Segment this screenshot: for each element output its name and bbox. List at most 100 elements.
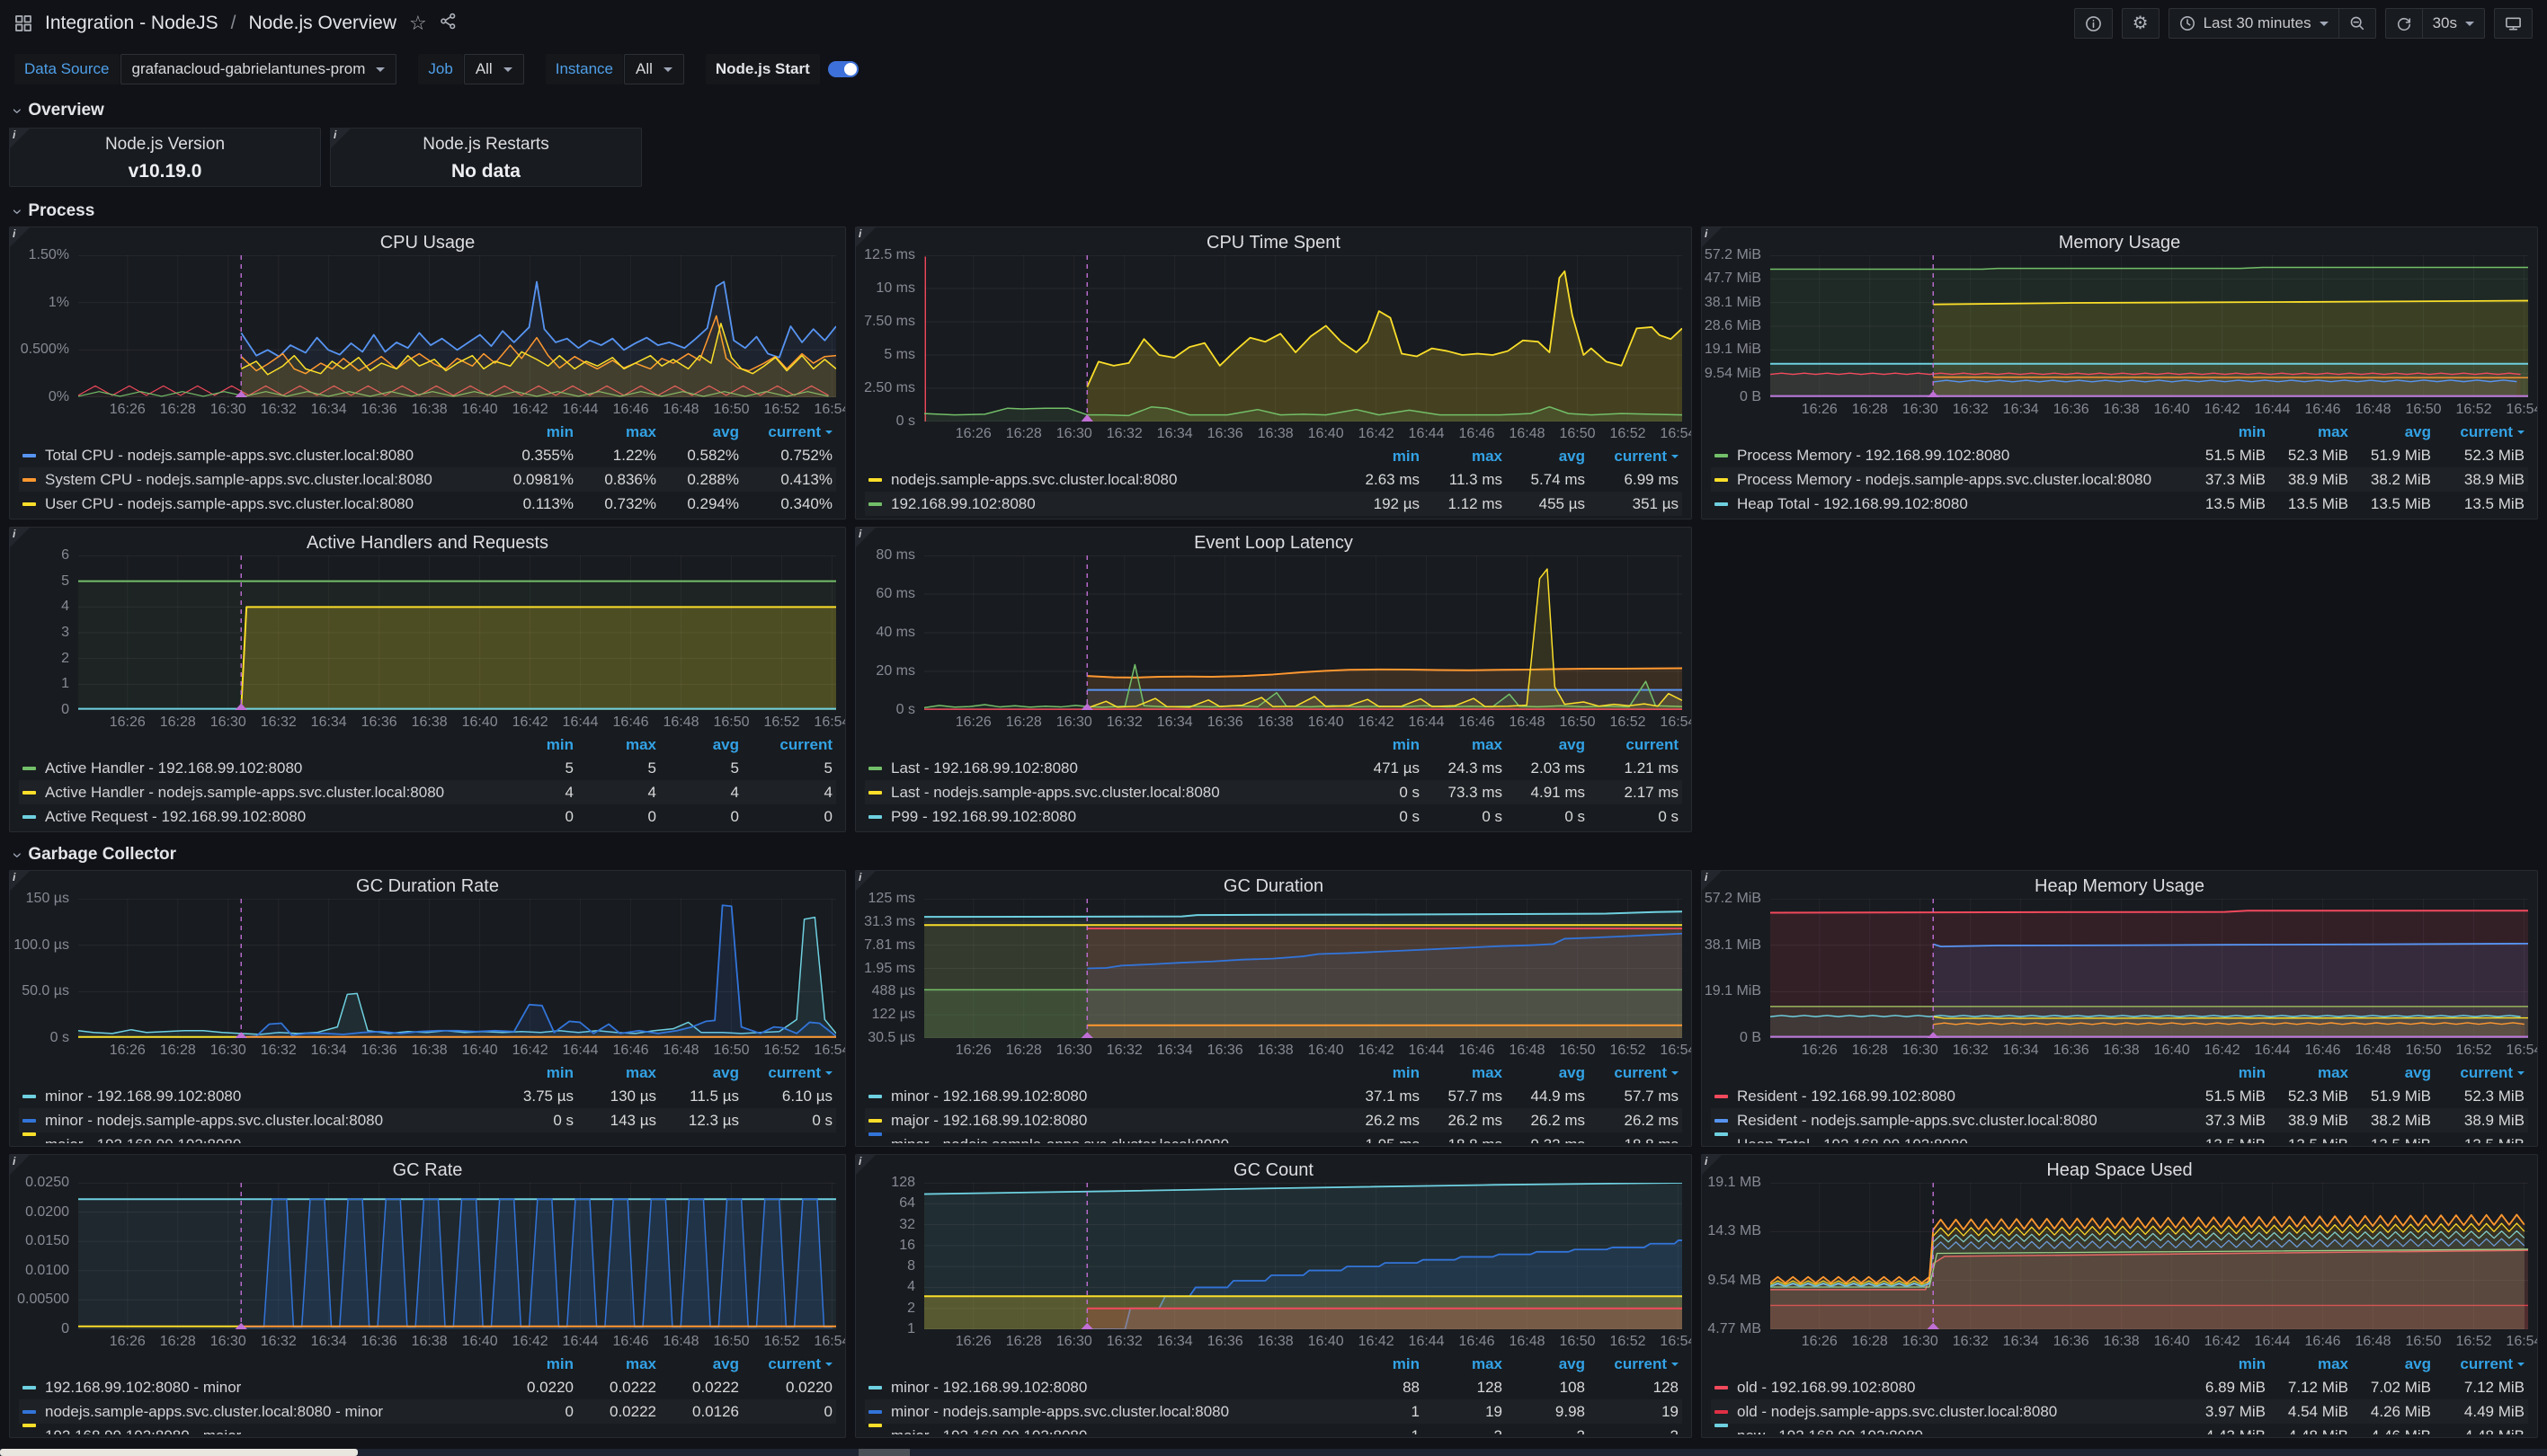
legend-sort-min[interactable]: min xyxy=(2183,1064,2266,1082)
legend-sort-avg[interactable]: avg xyxy=(1502,736,1585,754)
legend-swatch[interactable] xyxy=(868,767,882,770)
legend-sort-min[interactable]: min xyxy=(491,1064,574,1082)
legend-sort-max[interactable]: max xyxy=(1420,448,1502,466)
time-range-picker[interactable]: Last 30 minutes xyxy=(2169,8,2339,39)
legend-sort-min[interactable]: min xyxy=(491,423,574,441)
legend-sort-min[interactable]: min xyxy=(491,1355,574,1373)
legend-sort-current[interactable]: current xyxy=(1585,1064,1679,1082)
share-icon[interactable] xyxy=(440,13,457,35)
panel-title[interactable]: Heap Space Used xyxy=(1711,1159,2528,1183)
panel-info-icon[interactable]: i xyxy=(9,226,31,248)
scrollbar-thumb[interactable] xyxy=(0,1449,358,1456)
instance-select[interactable]: All xyxy=(624,54,684,84)
plot-area[interactable] xyxy=(924,1183,1682,1329)
legend-sort-avg[interactable]: avg xyxy=(1502,448,1585,466)
panel-info-icon[interactable]: i xyxy=(9,128,31,149)
legend-series-label[interactable]: minor - nodejs.sample-apps.svc.cluster.l… xyxy=(891,1403,1337,1421)
legend-sort-max[interactable]: max xyxy=(2266,423,2348,441)
legend-sort-current[interactable]: current xyxy=(1585,736,1679,754)
panel-title[interactable]: Node.js Version xyxy=(105,135,225,155)
legend-swatch[interactable] xyxy=(1714,1424,1728,1427)
legend-swatch[interactable] xyxy=(1714,502,1728,506)
legend-sort-max[interactable]: max xyxy=(574,1355,656,1373)
breadcrumb-folder[interactable]: Integration - NodeJS xyxy=(45,13,218,34)
legend-series-label[interactable]: Total CPU - nodejs.sample-apps.svc.clust… xyxy=(45,447,491,465)
legend-swatch[interactable] xyxy=(868,1095,882,1098)
panel-title[interactable]: CPU Time Spent xyxy=(865,231,1682,255)
apps-grid-icon[interactable] xyxy=(14,14,32,32)
legend-series-label[interactable]: 192.168.99.102:8080 - major xyxy=(45,1424,491,1434)
legend-swatch[interactable] xyxy=(868,1132,882,1136)
legend-series-label[interactable]: major - 192.168.99.102:8080 xyxy=(891,1112,1337,1130)
panel-info-icon[interactable]: i xyxy=(1701,1154,1723,1176)
panel-title[interactable]: CPU Usage xyxy=(19,231,836,255)
legend-sort-current[interactable]: current xyxy=(1585,448,1679,466)
legend-swatch[interactable] xyxy=(22,478,36,482)
legend-series-label[interactable]: nodejs.sample-apps.svc.cluster.local:808… xyxy=(891,471,1337,489)
plot-area[interactable] xyxy=(78,555,836,710)
legend-swatch[interactable] xyxy=(22,454,36,457)
legend-swatch[interactable] xyxy=(868,815,882,819)
legend-sort-max[interactable]: max xyxy=(2266,1355,2348,1373)
panel-info-icon[interactable]: i xyxy=(1701,870,1723,892)
legend-swatch[interactable] xyxy=(868,791,882,795)
panel-info-icon[interactable]: i xyxy=(855,226,877,248)
legend-series-label[interactable]: major - 192.168.99.102:8080 xyxy=(891,1424,1337,1434)
refresh-button[interactable] xyxy=(2385,8,2423,39)
legend-series-label[interactable]: Resident - nodejs.sample-apps.svc.cluste… xyxy=(1737,1112,2183,1130)
legend-sort-avg[interactable]: avg xyxy=(656,423,739,441)
legend-sort-min[interactable]: min xyxy=(1337,1355,1420,1373)
legend-swatch[interactable] xyxy=(868,1386,882,1389)
section-overview[interactable]: › Overview xyxy=(0,95,2547,126)
legend-sort-avg[interactable]: avg xyxy=(656,1355,739,1373)
legend-series-label[interactable]: major - 192.168.99.102:8080 xyxy=(45,1132,491,1143)
legend-sort-avg[interactable]: avg xyxy=(1502,1064,1585,1082)
legend-series-label[interactable]: Active Handler - nodejs.sample-apps.svc.… xyxy=(45,784,491,802)
legend-series-label[interactable]: old - nodejs.sample-apps.svc.cluster.loc… xyxy=(1737,1403,2183,1421)
legend-series-label[interactable]: Resident - 192.168.99.102:8080 xyxy=(1737,1088,2183,1105)
legend-swatch[interactable] xyxy=(1714,1119,1728,1123)
legend-sort-max[interactable]: max xyxy=(1420,1355,1502,1373)
legend-sort-min[interactable]: min xyxy=(2183,1355,2266,1373)
legend-sort-current[interactable]: current xyxy=(739,1064,833,1082)
legend-swatch[interactable] xyxy=(22,1095,36,1098)
legend-swatch[interactable] xyxy=(1714,1386,1728,1389)
legend-sort-min[interactable]: min xyxy=(1337,1064,1420,1082)
legend-series-label[interactable]: minor - nodejs.sample-apps.svc.cluster.l… xyxy=(45,1112,491,1130)
scrollbar-thumb-secondary[interactable] xyxy=(859,1449,910,1456)
legend-series-label[interactable]: User CPU - nodejs.sample-apps.svc.cluste… xyxy=(45,495,491,513)
plot-area[interactable] xyxy=(924,555,1682,710)
legend-swatch[interactable] xyxy=(22,815,36,819)
panel-title[interactable]: Node.js Restarts xyxy=(423,135,548,155)
legend-swatch[interactable] xyxy=(868,478,882,482)
legend-series-label[interactable]: Last - 192.168.99.102:8080 xyxy=(891,759,1337,777)
plot-area[interactable] xyxy=(1770,1183,2528,1329)
legend-swatch[interactable] xyxy=(22,791,36,795)
nodejs-start-toggle[interactable] xyxy=(828,61,859,77)
legend-series-label[interactable]: P99 - 192.168.99.102:8080 xyxy=(891,808,1337,826)
panel-info-icon[interactable]: i xyxy=(9,527,31,548)
plot-area[interactable] xyxy=(78,255,836,397)
legend-swatch[interactable] xyxy=(868,1119,882,1123)
legend-sort-current[interactable]: current xyxy=(739,736,833,754)
legend-sort-current[interactable]: current xyxy=(2431,423,2525,441)
legend-series-label[interactable]: old - 192.168.99.102:8080 xyxy=(1737,1379,2183,1397)
legend-sort-max[interactable]: max xyxy=(574,423,656,441)
panel-title[interactable]: GC Duration Rate xyxy=(19,874,836,899)
panel-title[interactable]: Active Handlers and Requests xyxy=(19,531,836,555)
legend-swatch[interactable] xyxy=(868,1410,882,1414)
legend-sort-max[interactable]: max xyxy=(574,736,656,754)
plot-area[interactable] xyxy=(1770,255,2528,397)
panel-title[interactable]: GC Duration xyxy=(865,874,1682,899)
legend-sort-max[interactable]: max xyxy=(1420,1064,1502,1082)
legend-series-label[interactable]: minor - 192.168.99.102:8080 xyxy=(891,1088,1337,1105)
legend-series-label[interactable]: Active Handler - 192.168.99.102:8080 xyxy=(45,759,491,777)
section-garbage-collector[interactable]: › Garbage Collector xyxy=(0,839,2547,870)
breadcrumb-page[interactable]: Node.js Overview xyxy=(248,13,396,34)
panel-info-icon[interactable]: i xyxy=(9,1154,31,1176)
legend-sort-avg[interactable]: avg xyxy=(1502,1355,1585,1373)
legend-series-label[interactable]: System CPU - nodejs.sample-apps.svc.clus… xyxy=(45,471,491,489)
legend-swatch[interactable] xyxy=(1714,1410,1728,1414)
legend-sort-avg[interactable]: avg xyxy=(2348,423,2431,441)
star-icon[interactable]: ☆ xyxy=(409,13,427,33)
